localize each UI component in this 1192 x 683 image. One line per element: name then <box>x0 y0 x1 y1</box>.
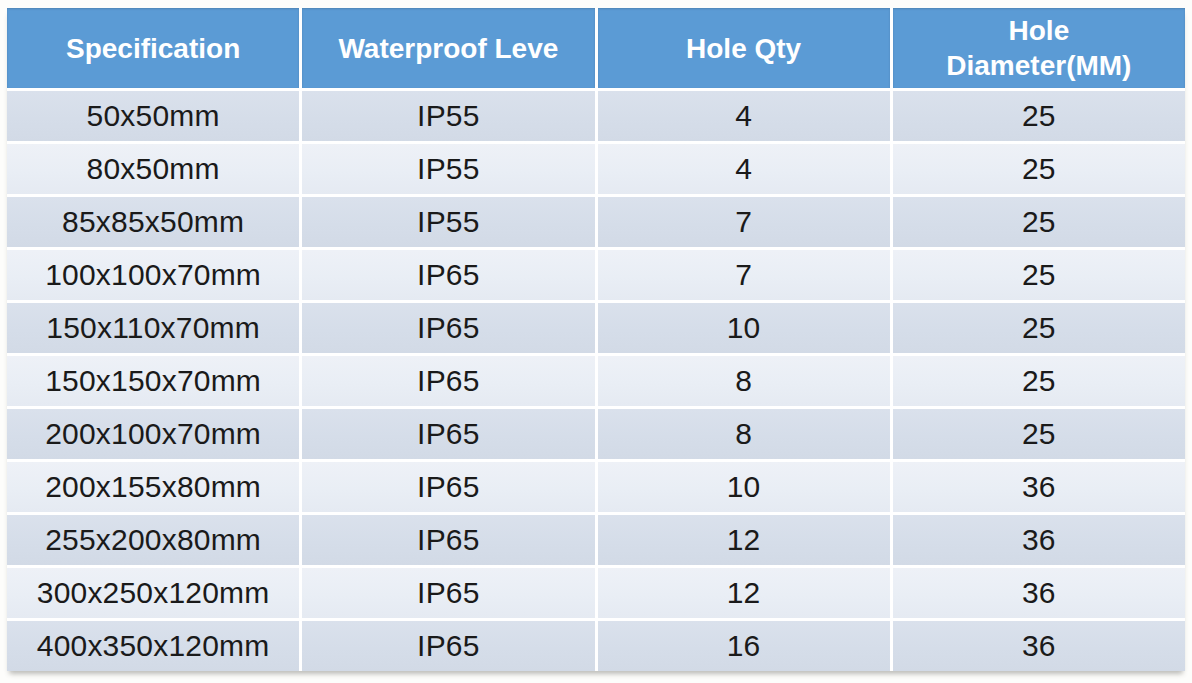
table-cell-hole-qty: 7 <box>598 197 890 247</box>
table-cell-hole-qty: 12 <box>598 568 890 618</box>
table-cell-hole-diameter: 25 <box>893 250 1185 300</box>
table-cell-hole-qty: 8 <box>598 409 890 459</box>
table-cell-specification: 300x250x120mm <box>7 568 299 618</box>
table-cell-waterproof-level: IP65 <box>302 621 594 671</box>
table-cell-specification: 200x155x80mm <box>7 462 299 512</box>
table-cell-hole-diameter: 36 <box>893 621 1185 671</box>
table-cell-hole-qty: 16 <box>598 621 890 671</box>
table-cell-hole-diameter: 25 <box>893 197 1185 247</box>
table-cell-hole-diameter: 25 <box>893 91 1185 141</box>
table-cell-specification: 85x85x50mm <box>7 197 299 247</box>
product-spec-image: Specification Waterproof Leve Hole Qty H… <box>0 0 1192 683</box>
table-cell-waterproof-level: IP65 <box>302 250 594 300</box>
table-row: 50x50mm IP55 4 25 <box>7 91 1185 141</box>
table-cell-hole-qty: 7 <box>598 250 890 300</box>
table-row: 200x155x80mm IP65 10 36 <box>7 462 1185 512</box>
table-cell-waterproof-level: IP65 <box>302 303 594 353</box>
table-cell-specification: 400x350x120mm <box>7 621 299 671</box>
table-cell-hole-diameter: 36 <box>893 462 1185 512</box>
table-cell-hole-diameter: 25 <box>893 356 1185 406</box>
table-cell-waterproof-level: IP55 <box>302 144 594 194</box>
table-cell-specification: 200x100x70mm <box>7 409 299 459</box>
table-cell-waterproof-level: IP55 <box>302 91 594 141</box>
header-cell-hole-qty: Hole Qty <box>598 8 890 88</box>
table-row: 255x200x80mm IP65 12 36 <box>7 515 1185 565</box>
header-cell-waterproof-level: Waterproof Leve <box>302 8 594 88</box>
header-cell-hole-diameter: Hole Diameter(MM) <box>893 8 1185 88</box>
table-cell-specification: 150x110x70mm <box>7 303 299 353</box>
table-row: 300x250x120mm IP65 12 36 <box>7 568 1185 618</box>
table-cell-specification: 150x150x70mm <box>7 356 299 406</box>
table-row: 200x100x70mm IP65 8 25 <box>7 409 1185 459</box>
table-cell-hole-diameter: 25 <box>893 409 1185 459</box>
table-cell-hole-diameter: 25 <box>893 303 1185 353</box>
table-cell-specification: 80x50mm <box>7 144 299 194</box>
header-cell-specification: Specification <box>7 8 299 88</box>
spec-table: Specification Waterproof Leve Hole Qty H… <box>7 8 1185 671</box>
table-row: 85x85x50mm IP55 7 25 <box>7 197 1185 247</box>
table-cell-waterproof-level: IP55 <box>302 197 594 247</box>
table-cell-specification: 255x200x80mm <box>7 515 299 565</box>
table-cell-waterproof-level: IP65 <box>302 462 594 512</box>
table-row: 100x100x70mm IP65 7 25 <box>7 250 1185 300</box>
table-cell-specification: 50x50mm <box>7 91 299 141</box>
table-cell-hole-qty: 10 <box>598 303 890 353</box>
table-header-row: Specification Waterproof Leve Hole Qty H… <box>7 8 1185 88</box>
table-cell-hole-diameter: 36 <box>893 515 1185 565</box>
table-row: 400x350x120mm IP65 16 36 <box>7 621 1185 671</box>
table-cell-hole-qty: 10 <box>598 462 890 512</box>
table-cell-hole-qty: 4 <box>598 91 890 141</box>
table-cell-waterproof-level: IP65 <box>302 409 594 459</box>
table-cell-waterproof-level: IP65 <box>302 515 594 565</box>
table-cell-specification: 100x100x70mm <box>7 250 299 300</box>
table-row: 150x150x70mm IP65 8 25 <box>7 356 1185 406</box>
table-cell-waterproof-level: IP65 <box>302 356 594 406</box>
table-cell-hole-qty: 4 <box>598 144 890 194</box>
table-cell-hole-qty: 8 <box>598 356 890 406</box>
table-cell-hole-diameter: 36 <box>893 568 1185 618</box>
table-cell-hole-diameter: 25 <box>893 144 1185 194</box>
table-cell-hole-qty: 12 <box>598 515 890 565</box>
table-row: 80x50mm IP55 4 25 <box>7 144 1185 194</box>
table-cell-waterproof-level: IP65 <box>302 568 594 618</box>
table-row: 150x110x70mm IP65 10 25 <box>7 303 1185 353</box>
